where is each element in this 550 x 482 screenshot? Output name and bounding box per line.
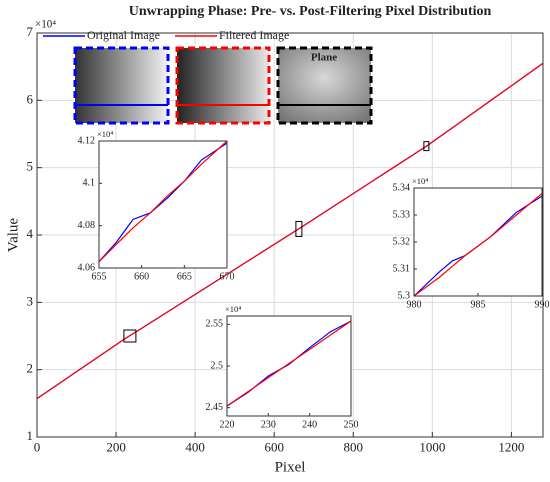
y-tick-label: 5.33 [393,209,411,220]
x-tick-label: 670 [220,271,235,282]
y-tick-label: 6 [27,91,34,106]
y-tick-label: 4 [27,226,34,241]
legend-label: Original Image [87,28,160,42]
axes-frame [413,187,543,297]
series-line [226,320,352,407]
y-tick-label: 7 [27,24,34,39]
thumb-border [276,46,373,125]
y-tick-label: 3 [27,293,34,308]
x-tick-label: 980 [407,299,422,310]
y-tick-label: 5 [27,159,34,174]
y-exponent: ×10⁴ [97,129,113,139]
plane-thumbnail [278,48,371,123]
original-thumbnail [75,48,168,123]
axes-frame [226,315,352,417]
y-tick-label: 5.31 [393,263,411,274]
x-tick-label: 800 [344,440,364,455]
x-tick-label: 660 [134,271,149,282]
thumb-border [175,46,271,125]
y-tick-label: 4.06 [78,262,96,273]
x-tick-label: 220 [220,419,235,430]
x-tick-label: 250 [344,419,359,430]
plot-area [99,141,227,268]
series-line [98,140,228,263]
plot-area [227,316,351,416]
x-tick-label: 1000 [419,440,445,455]
y-tick-label: 2.5 [211,360,224,371]
zoom-marker [295,220,303,237]
plot-area [414,188,542,296]
legend-label: Filtered Image [219,28,289,42]
thumbnails: Plane [73,46,373,125]
x-tick-label: 230 [261,419,276,430]
x-tick-label: 1200 [498,440,524,455]
y-axis-label: Value [5,218,21,252]
x-tick-label: 990 [535,299,550,310]
x-tick-label: 240 [302,419,317,430]
y-tick-label: 5.34 [393,182,411,193]
x-tick-label: 600 [264,440,284,455]
series-line [98,142,228,263]
zoom-marker [423,141,430,152]
axes-frame [36,32,544,438]
series-line [413,192,543,297]
chart-title: Unwrapping Phase: Pre- vs. Post-Filterin… [129,4,492,19]
y-tick-label: 4.1 [83,178,96,189]
axes-frame [98,140,228,269]
zoom-marker [123,329,137,343]
x-tick-label: 985 [471,299,486,310]
series-line [226,320,352,407]
filtered-thumbnail [177,48,269,123]
y-tick-label: 1 [27,428,34,443]
y-tick-label: 5.32 [393,236,411,247]
x-tick-label: 400 [185,440,205,455]
thumb-label: Plane [311,52,337,64]
series-line [36,62,544,400]
x-tick-label: 665 [177,271,192,282]
thumb-border [73,46,170,125]
y-tick-label: 5.3 [398,290,411,301]
x-tick-label: 200 [106,440,126,455]
y-exponent: ×10⁴ [35,19,56,31]
y-tick-label: 4.12 [78,135,96,146]
x-tick-label: 0 [34,440,41,455]
y-exponent: ×10⁴ [412,176,428,186]
y-tick-label: 4.08 [78,220,96,231]
y-tick-label: 2 [27,361,34,376]
y-tick-label: 2.45 [206,402,224,413]
x-axis-label: Pixel [275,459,306,475]
x-tick-label: 655 [92,271,107,282]
y-exponent: ×10⁴ [225,304,241,314]
y-tick-label: 2.55 [206,319,224,330]
